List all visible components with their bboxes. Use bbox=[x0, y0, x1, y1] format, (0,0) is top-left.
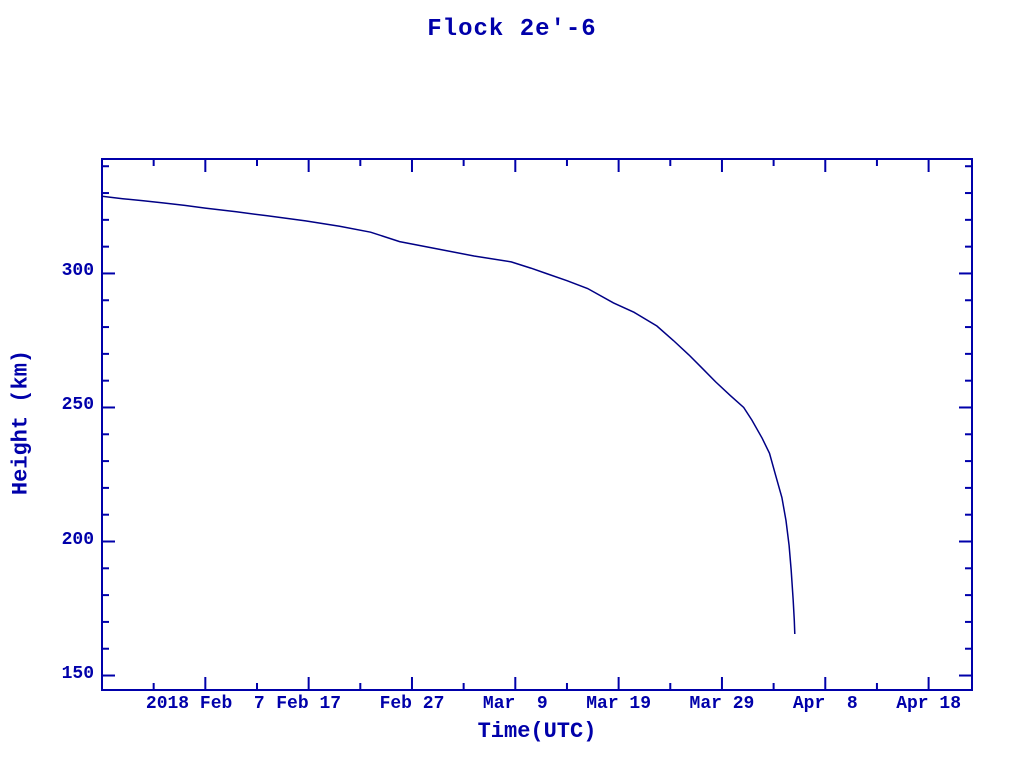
x-tick-label: Feb 27 bbox=[379, 694, 445, 714]
plot-frame bbox=[101, 158, 973, 691]
x-tick-label: Feb 17 bbox=[276, 694, 342, 714]
x-tick-label: Apr 8 bbox=[792, 694, 858, 714]
x-tick-label: 2018 Feb 7 bbox=[145, 694, 265, 714]
chart-title: Flock 2e'-6 bbox=[427, 16, 597, 43]
y-axis-title: Height (km) bbox=[8, 349, 34, 496]
x-axis-title: Time(UTC) bbox=[477, 719, 597, 744]
height-decay-curve bbox=[101, 195, 796, 635]
y-tick-label: 300 bbox=[61, 261, 94, 282]
axis-ticks bbox=[102, 159, 972, 690]
y-tick-label: 200 bbox=[61, 529, 94, 550]
y-tick-label: 250 bbox=[61, 395, 94, 416]
y-tick-label: 150 bbox=[61, 663, 94, 684]
x-tick-label: Mar 19 bbox=[586, 694, 652, 714]
x-tick-label: Mar 29 bbox=[689, 694, 755, 714]
x-tick-label: Apr 18 bbox=[896, 694, 961, 714]
x-tick-label: Mar 9 bbox=[482, 694, 548, 714]
